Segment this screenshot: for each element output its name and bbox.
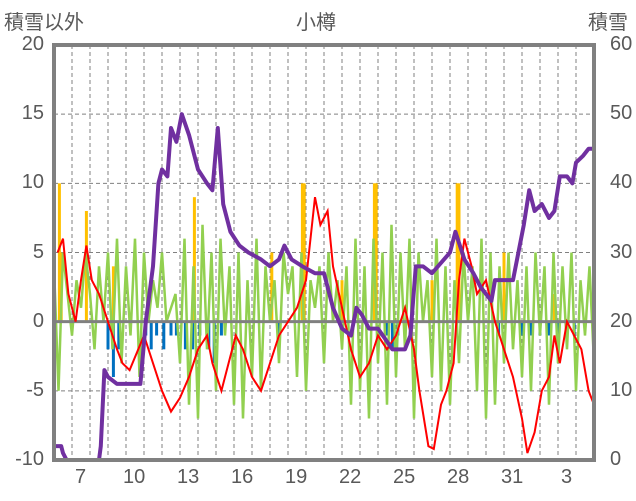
x-tick-label: 7	[75, 466, 87, 488]
positive-bar	[270, 252, 274, 322]
left-tick-label: -5	[26, 378, 44, 401]
green-series-line	[52, 224, 596, 419]
left-tick-label: 20	[21, 33, 44, 55]
left-tick-label: 5	[32, 240, 44, 263]
x-tick-label: 13	[177, 466, 200, 488]
snow-depth-line	[54, 112, 594, 462]
left-axis-title: 積雪以外	[4, 12, 84, 34]
negative-bar	[219, 321, 223, 336]
negative-bar	[390, 321, 394, 350]
right-tick-label: 0	[610, 448, 622, 470]
x-tick-label: 19	[285, 466, 308, 488]
negative-bar	[183, 321, 187, 350]
negative-bar	[385, 321, 389, 336]
x-tick-label: 3	[561, 466, 573, 488]
negative-bar	[155, 321, 159, 336]
left-tick-label: 10	[21, 171, 44, 194]
positive-bar	[111, 266, 115, 322]
positive-bar	[192, 197, 196, 322]
negative-bar	[520, 321, 524, 336]
positive-bar	[340, 280, 344, 322]
negative-bar	[547, 321, 551, 336]
positive-bar	[502, 252, 506, 322]
right-tick-label: 50	[610, 102, 633, 125]
negative-bar	[117, 321, 121, 350]
right-tick-label: 40	[610, 171, 633, 194]
negative-bar	[162, 321, 166, 350]
left-tick-label: -10	[15, 448, 44, 470]
negative-bar	[529, 321, 533, 336]
positive-bar	[302, 183, 306, 322]
positive-bar	[552, 294, 556, 322]
x-tick-label: 25	[393, 466, 416, 488]
temperature-line	[56, 196, 595, 454]
negative-bar	[191, 321, 195, 350]
positive-bar	[374, 183, 378, 322]
positive-bar	[430, 280, 434, 322]
x-tick-label: 10	[123, 466, 146, 488]
right-tick-label: 30	[610, 240, 633, 263]
right-axis-title: 積雪	[588, 12, 628, 34]
x-tick-label: 31	[501, 466, 524, 488]
positive-bar	[455, 183, 459, 322]
right-tick-label: 20	[610, 309, 633, 332]
negative-bar	[106, 321, 110, 350]
left-tick-label: 15	[21, 102, 44, 125]
chart-title: 小樽	[296, 12, 336, 34]
x-tick-label: 28	[447, 466, 470, 488]
negative-bar	[174, 321, 178, 336]
positive-bar	[57, 183, 61, 322]
x-tick-label: 16	[231, 466, 254, 488]
negative-bar	[277, 321, 281, 336]
right-tick-label: 60	[610, 33, 633, 55]
negative-bar	[169, 321, 173, 336]
right-tick-label: 10	[610, 378, 633, 401]
negative-bar	[149, 321, 153, 350]
left-tick-label: 0	[32, 309, 44, 332]
x-tick-label: 22	[339, 466, 362, 488]
positive-bar	[457, 183, 461, 322]
plot-frame	[52, 43, 596, 462]
